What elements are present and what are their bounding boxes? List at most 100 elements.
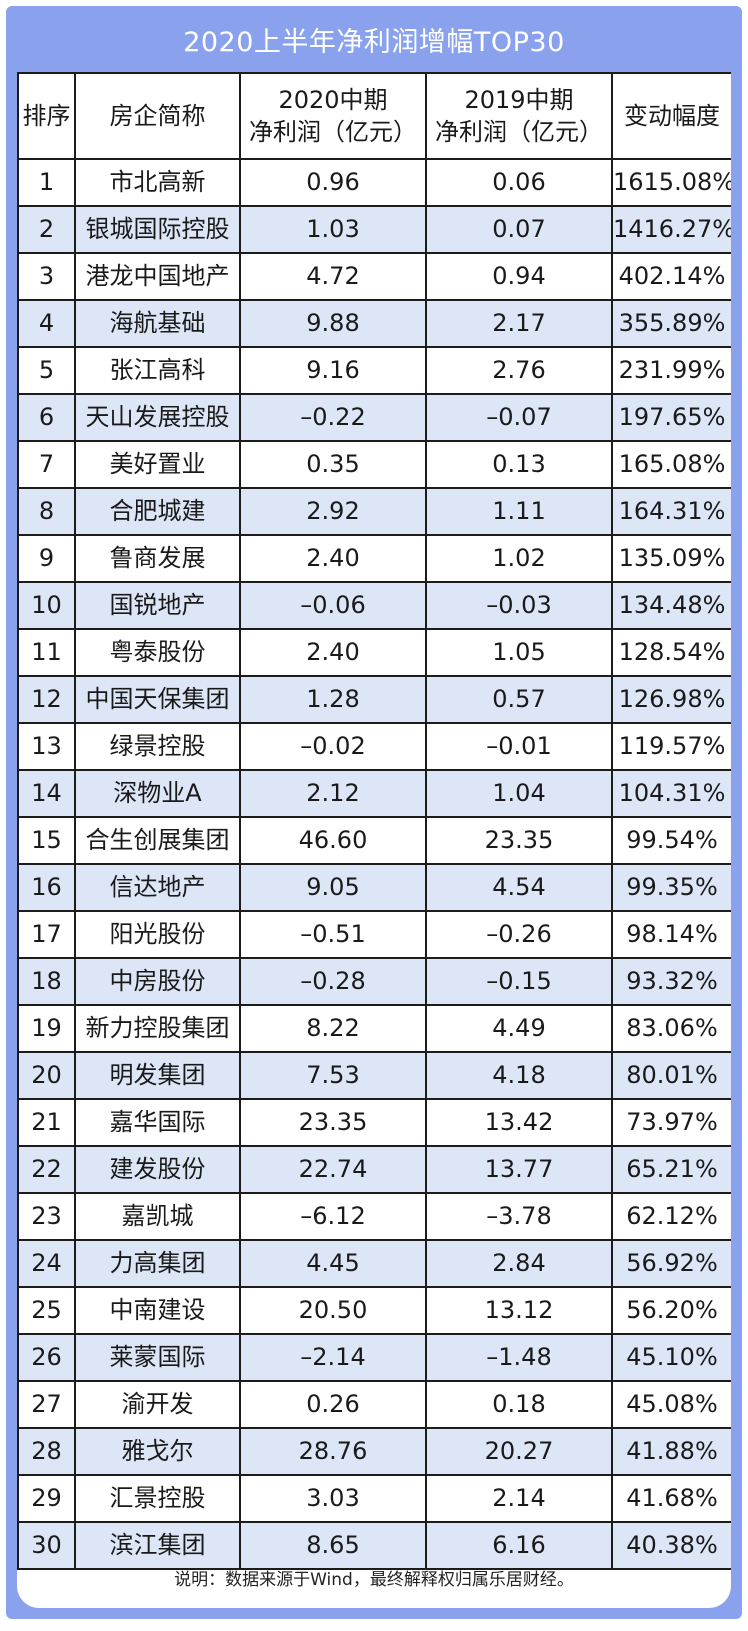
cell-rank: 21 [17, 1098, 76, 1147]
cell-net-profit-2020: 20.50 [239, 1286, 427, 1335]
page-title: 2020上半年净利润增幅TOP30 [183, 26, 565, 58]
cell-name: 力高集团 [74, 1239, 241, 1288]
cell-net-profit-2019: –3.78 [425, 1192, 613, 1241]
cell-net-profit-2019: 1.11 [425, 487, 613, 536]
table-row: 2 银城国际控股 1.03 0.07 1416.27% [17, 205, 731, 254]
table-row: 9 鲁商发展 2.40 1.02 135.09% [17, 534, 731, 583]
cell-net-profit-2020: 22.74 [239, 1145, 427, 1194]
cell-change: 45.08% [611, 1380, 731, 1429]
cell-net-profit-2019: 4.49 [425, 1004, 613, 1053]
cell-name: 渝开发 [74, 1380, 241, 1429]
header-rank: 排序 [17, 72, 76, 160]
header-2019: 2019中期 净利润（亿元） [425, 72, 613, 160]
cell-net-profit-2020: 7.53 [239, 1051, 427, 1100]
table-row: 28 雅戈尔 28.76 20.27 41.88% [17, 1427, 731, 1476]
table-row: 6 天山发展控股 –0.22 –0.07 197.65% [17, 393, 731, 442]
table-body: 1 市北高新 0.96 0.06 1615.08% 2 银城国际控股 1.03 0.07 1416… [17, 158, 731, 1570]
cell-change: 134.48% [611, 581, 731, 630]
cell-change: 1615.08% [611, 158, 731, 207]
cell-name: 中房股份 [74, 957, 241, 1006]
infographic-card: 2020上半年净利润增幅TOP30 排序 房企简称 2020中期 净利润（亿元）… [6, 6, 742, 1619]
cell-net-profit-2019: –0.15 [425, 957, 613, 1006]
table-row: 15 合生创展集团 46.60 23.35 99.54% [17, 816, 731, 865]
table-row: 3 港龙中国地产 4.72 0.94 402.14% [17, 252, 731, 301]
cell-rank: 27 [17, 1380, 76, 1429]
cell-change: 164.31% [611, 487, 731, 536]
table-row: 26 莱蒙国际 –2.14 –1.48 45.10% [17, 1333, 731, 1382]
cell-net-profit-2019: 0.13 [425, 440, 613, 489]
cell-name: 中国天保集团 [74, 675, 241, 724]
cell-name: 银城国际控股 [74, 205, 241, 254]
cell-rank: 3 [17, 252, 76, 301]
cell-net-profit-2019: 2.17 [425, 299, 613, 348]
cell-name: 明发集团 [74, 1051, 241, 1100]
footnote: 说明：数据来源于Wind，最终解释权归属乐居财经。 [174, 1569, 574, 1590]
cell-rank: 30 [17, 1521, 76, 1570]
table-row: 7 美好置业 0.35 0.13 165.08% [17, 440, 731, 489]
cell-net-profit-2020: –0.22 [239, 393, 427, 442]
cell-net-profit-2019: 0.06 [425, 158, 613, 207]
cell-net-profit-2019: 4.54 [425, 863, 613, 912]
cell-net-profit-2020: 4.45 [239, 1239, 427, 1288]
cell-rank: 9 [17, 534, 76, 583]
cell-net-profit-2019: –0.01 [425, 722, 613, 771]
cell-net-profit-2020: –0.51 [239, 910, 427, 959]
table-header-row: 排序 房企简称 2020中期 净利润（亿元） 2019中期 净利润（亿元） 变动… [17, 72, 731, 160]
cell-change: 99.35% [611, 863, 731, 912]
cell-name: 雅戈尔 [74, 1427, 241, 1476]
cell-change: 41.88% [611, 1427, 731, 1476]
table-row: 22 建发股份 22.74 13.77 65.21% [17, 1145, 731, 1194]
cell-net-profit-2019: 0.07 [425, 205, 613, 254]
cell-net-profit-2019: 13.77 [425, 1145, 613, 1194]
cell-net-profit-2020: 2.40 [239, 534, 427, 583]
cell-name: 滨江集团 [74, 1521, 241, 1570]
cell-rank: 11 [17, 628, 76, 677]
cell-change: 1416.27% [611, 205, 731, 254]
cell-name: 国锐地产 [74, 581, 241, 630]
cell-change: 99.54% [611, 816, 731, 865]
cell-net-profit-2020: 2.12 [239, 769, 427, 818]
cell-name: 粤泰股份 [74, 628, 241, 677]
cell-change: 135.09% [611, 534, 731, 583]
cell-name: 港龙中国地产 [74, 252, 241, 301]
cell-net-profit-2019: 20.27 [425, 1427, 613, 1476]
cell-net-profit-2019: 0.94 [425, 252, 613, 301]
cell-net-profit-2019: –0.26 [425, 910, 613, 959]
table-row: 29 汇景控股 3.03 2.14 41.68% [17, 1474, 731, 1523]
table-row: 27 渝开发 0.26 0.18 45.08% [17, 1380, 731, 1429]
cell-net-profit-2020: –0.02 [239, 722, 427, 771]
table-panel: 排序 房企简称 2020中期 净利润（亿元） 2019中期 净利润（亿元） 变动… [17, 72, 731, 1608]
cell-rank: 29 [17, 1474, 76, 1523]
profit-growth-table: 排序 房企简称 2020中期 净利润（亿元） 2019中期 净利润（亿元） 变动… [17, 72, 731, 1570]
cell-rank: 5 [17, 346, 76, 395]
cell-net-profit-2020: –2.14 [239, 1333, 427, 1382]
cell-net-profit-2020: –0.06 [239, 581, 427, 630]
cell-rank: 2 [17, 205, 76, 254]
cell-net-profit-2020: 8.65 [239, 1521, 427, 1570]
header-name: 房企简称 [74, 72, 241, 160]
cell-change: 73.97% [611, 1098, 731, 1147]
cell-change: 45.10% [611, 1333, 731, 1382]
cell-name: 嘉凯城 [74, 1192, 241, 1241]
header-2020: 2020中期 净利润（亿元） [239, 72, 427, 160]
cell-net-profit-2020: 0.26 [239, 1380, 427, 1429]
table-row: 20 明发集团 7.53 4.18 80.01% [17, 1051, 731, 1100]
cell-net-profit-2020: 46.60 [239, 816, 427, 865]
cell-net-profit-2019: 1.05 [425, 628, 613, 677]
header-2019-line2: 净利润（亿元） [435, 118, 603, 146]
cell-name: 阳光股份 [74, 910, 241, 959]
table-row: 17 阳光股份 –0.51 –0.26 98.14% [17, 910, 731, 959]
cell-net-profit-2019: 0.18 [425, 1380, 613, 1429]
cell-name: 鲁商发展 [74, 534, 241, 583]
cell-name: 建发股份 [74, 1145, 241, 1194]
header-2020-line2: 净利润（亿元） [249, 118, 417, 146]
header-2020-line1: 2020中期 [278, 86, 388, 114]
cell-rank: 8 [17, 487, 76, 536]
cell-net-profit-2019: 13.12 [425, 1286, 613, 1335]
cell-rank: 24 [17, 1239, 76, 1288]
cell-rank: 25 [17, 1286, 76, 1335]
cell-net-profit-2020: 9.05 [239, 863, 427, 912]
cell-net-profit-2020: 23.35 [239, 1098, 427, 1147]
cell-rank: 4 [17, 299, 76, 348]
cell-rank: 18 [17, 957, 76, 1006]
